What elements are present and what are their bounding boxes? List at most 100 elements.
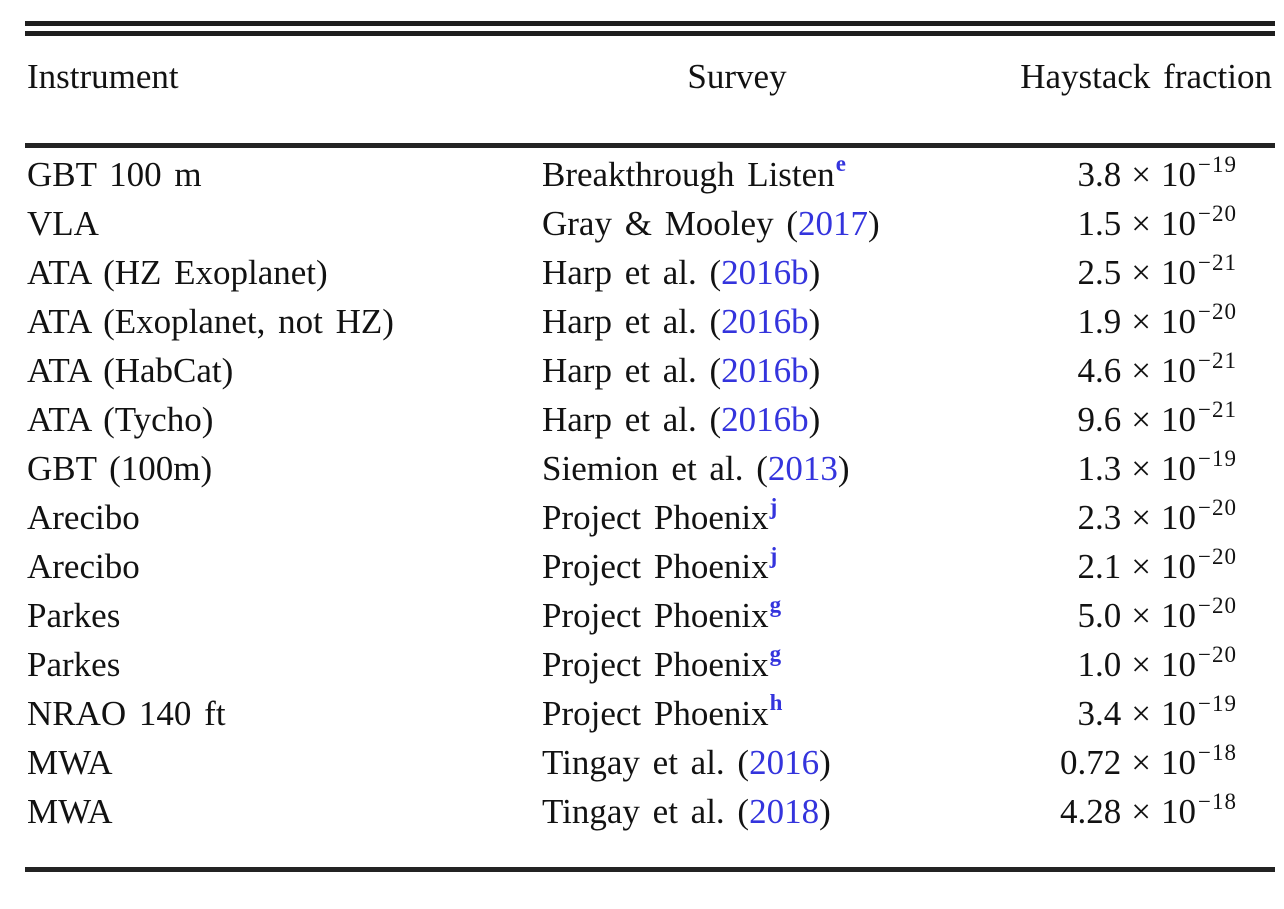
fraction-exponent: −20	[1198, 299, 1237, 324]
multiplication-sign: ×	[1131, 400, 1152, 439]
fraction-coefficient: 1.5	[1077, 204, 1122, 243]
survey-cell: Harp et al. (2016b)	[542, 346, 932, 395]
fraction-base: 10	[1161, 694, 1197, 733]
table-row: ATA (HZ Exoplanet) Harp et al. (2016b) 2…	[25, 248, 1275, 297]
survey-year-link[interactable]: 2016b	[721, 351, 809, 390]
instrument-cell: GBT (100m)	[27, 449, 213, 488]
survey-text: Harp et al. (	[542, 400, 722, 439]
fraction-base: 10	[1161, 351, 1197, 390]
survey-cell: Project Phoenixj	[542, 493, 932, 542]
footnote-link[interactable]: j	[769, 494, 778, 519]
survey-text-after: )	[808, 253, 821, 292]
survey-year-link[interactable]: 2016b	[721, 302, 809, 341]
fraction-base: 10	[1161, 596, 1197, 635]
survey-cell: Gray & Mooley (2017)	[542, 199, 932, 248]
fraction-coefficient: 0.72	[1060, 743, 1122, 782]
fraction-exponent: −19	[1198, 691, 1237, 716]
fraction-exponent: −19	[1198, 446, 1237, 471]
table-row: Arecibo Project Phoenixj 2.3 × 10−20	[25, 493, 1275, 542]
survey-cell: Project Phoenixg	[542, 640, 932, 689]
fraction-coefficient: 3.4	[1077, 694, 1122, 733]
fraction-exponent: −21	[1198, 348, 1237, 373]
survey-text: Tingay et al. (	[542, 743, 750, 782]
fraction-cell: 9.6 × 10−21	[932, 395, 1275, 444]
fraction-cell: 0.72 × 10−18	[932, 738, 1275, 787]
table-body: GBT 100 m Breakthrough Listene 3.8 × 10−19…	[25, 148, 1275, 836]
table-row: Parkes Project Phoenixg 5.0 × 10−20	[25, 591, 1275, 640]
fraction-cell: 1.9 × 10−20	[932, 297, 1275, 346]
instrument-cell: Arecibo	[27, 547, 140, 586]
fraction-cell: 2.5 × 10−21	[932, 248, 1275, 297]
survey-cell: Project Phoenixh	[542, 689, 932, 738]
survey-cell: Harp et al. (2016b)	[542, 248, 932, 297]
table-row: Parkes Project Phoenixg 1.0 × 10−20	[25, 640, 1275, 689]
table-row: ATA (HabCat) Harp et al. (2016b) 4.6 × 10−…	[25, 346, 1275, 395]
survey-year-link[interactable]: 2018	[749, 792, 820, 831]
survey-text: Tingay et al. (	[542, 792, 750, 831]
instrument-cell: NRAO 140 ft	[27, 694, 226, 733]
footnote-link[interactable]: j	[769, 543, 778, 568]
fraction-cell: 3.8 × 10−19	[932, 150, 1275, 199]
survey-text: Breakthrough Listen	[542, 155, 835, 194]
fraction-exponent: −21	[1198, 397, 1237, 422]
table-row: MWA Tingay et al. (2016) 0.72 × 10−18	[25, 738, 1275, 787]
footnote-link[interactable]: h	[769, 690, 783, 715]
table-row: VLA Gray & Mooley (2017) 1.5 × 10−20	[25, 199, 1275, 248]
survey-text: Harp et al. (	[542, 351, 722, 390]
multiplication-sign: ×	[1131, 253, 1152, 292]
fraction-coefficient: 1.3	[1077, 449, 1122, 488]
fraction-coefficient: 2.5	[1077, 253, 1122, 292]
instrument-cell: ATA (HZ Exoplanet)	[27, 253, 328, 292]
multiplication-sign: ×	[1131, 743, 1152, 782]
survey-cell: Breakthrough Listene	[542, 150, 932, 199]
footnote-link[interactable]: g	[769, 592, 782, 617]
survey-text: Project Phoenix	[542, 596, 769, 635]
survey-text-after: )	[837, 449, 850, 488]
fraction-base: 10	[1161, 302, 1197, 341]
survey-year-link[interactable]: 2016	[749, 743, 820, 782]
fraction-base: 10	[1161, 547, 1197, 586]
fraction-exponent: −19	[1198, 152, 1237, 177]
instrument-cell: ATA (Exoplanet, not HZ)	[27, 302, 394, 341]
multiplication-sign: ×	[1131, 596, 1152, 635]
survey-year-link[interactable]: 2016b	[721, 253, 809, 292]
instrument-cell: Arecibo	[27, 498, 140, 537]
instrument-cell: ATA (HabCat)	[27, 351, 234, 390]
fraction-coefficient: 1.0	[1077, 645, 1122, 684]
footnote-link[interactable]: e	[835, 151, 846, 176]
survey-year-link[interactable]: 2017	[797, 204, 868, 243]
survey-year-link[interactable]: 2016b	[721, 400, 809, 439]
multiplication-sign: ×	[1131, 547, 1152, 586]
survey-text-after: )	[819, 792, 831, 831]
footnote-link[interactable]: g	[769, 641, 782, 666]
fraction-base: 10	[1161, 400, 1197, 439]
survey-text: Project Phoenix	[542, 694, 769, 733]
survey-year-link[interactable]: 2013	[767, 449, 838, 488]
instrument-cell: Parkes	[27, 596, 121, 635]
survey-text-after: )	[808, 400, 821, 439]
instrument-cell: ATA (Tycho)	[27, 400, 214, 439]
survey-text: Gray & Mooley (	[542, 204, 798, 243]
fraction-cell: 3.4 × 10−19	[932, 689, 1275, 738]
survey-text-after: )	[808, 302, 821, 341]
fraction-cell: 2.3 × 10−20	[932, 493, 1275, 542]
fraction-coefficient: 3.8	[1077, 155, 1122, 194]
fraction-coefficient: 9.6	[1077, 400, 1122, 439]
fraction-exponent: −18	[1198, 789, 1237, 814]
fraction-exponent: −20	[1198, 201, 1237, 226]
survey-cell: Siemion et al. (2013)	[542, 444, 932, 493]
fraction-base: 10	[1161, 253, 1197, 292]
fraction-cell: 1.3 × 10−19	[932, 444, 1275, 493]
survey-text: Harp et al. (	[542, 253, 722, 292]
multiplication-sign: ×	[1131, 792, 1152, 831]
fraction-exponent: −20	[1198, 593, 1237, 618]
fraction-exponent: −18	[1198, 740, 1237, 765]
fraction-cell: 4.6 × 10−21	[932, 346, 1275, 395]
table-bottom-rule	[25, 867, 1275, 872]
multiplication-sign: ×	[1131, 694, 1152, 733]
multiplication-sign: ×	[1131, 351, 1152, 390]
survey-text-after: )	[867, 204, 880, 243]
fraction-base: 10	[1161, 155, 1197, 194]
survey-text-after: )	[808, 351, 821, 390]
fraction-cell: 2.1 × 10−20	[932, 542, 1275, 591]
